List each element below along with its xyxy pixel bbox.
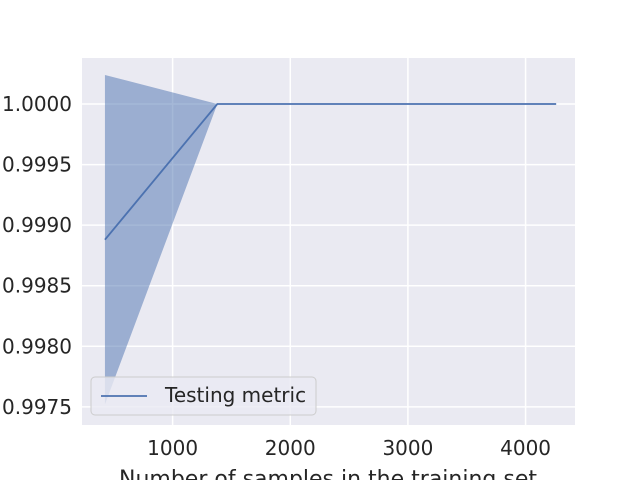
- legend: Testing metric: [90, 376, 317, 416]
- legend-label-testing-metric: Testing metric: [164, 383, 306, 407]
- y-tick-label: 0.9990: [2, 213, 72, 237]
- confidence-band: [104, 74, 557, 405]
- x-axis-label: Number of samples in the training set: [119, 467, 537, 480]
- y-tick-label: 0.9995: [2, 153, 72, 177]
- series-lines: [104, 103, 557, 241]
- series-line: [104, 103, 557, 241]
- y-tick-label: 0.9975: [2, 395, 72, 419]
- x-tick-labels: 1000 2000 3000 4000: [147, 436, 551, 460]
- x-tick-label: 1000: [147, 436, 198, 460]
- y-tick-labels: 0.9975 0.9980 0.9985 0.9990 0.9995 1.0000: [2, 92, 72, 419]
- legend-box: [90, 376, 317, 416]
- y-tick-label: 0.9980: [2, 334, 72, 358]
- x-tick-label: 4000: [500, 436, 551, 460]
- x-tick-label: 2000: [265, 436, 316, 460]
- confidence-bands: [104, 74, 557, 405]
- x-tick-label: 3000: [382, 436, 433, 460]
- y-tick-label: 1.0000: [2, 92, 72, 116]
- y-tick-label: 0.9985: [2, 274, 72, 298]
